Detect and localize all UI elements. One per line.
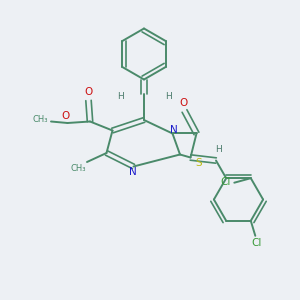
Text: H: H (216, 145, 222, 154)
Text: H: H (117, 92, 123, 101)
Text: Cl: Cl (220, 177, 230, 187)
Text: S: S (196, 158, 202, 168)
Text: CH₃: CH₃ (33, 115, 48, 124)
Text: O: O (179, 98, 187, 108)
Text: O: O (84, 87, 93, 98)
Text: Cl: Cl (251, 238, 261, 248)
Text: H: H (165, 92, 171, 101)
Text: O: O (61, 111, 69, 122)
Text: N: N (129, 167, 137, 177)
Text: N: N (169, 124, 177, 135)
Text: CH₃: CH₃ (70, 164, 86, 173)
